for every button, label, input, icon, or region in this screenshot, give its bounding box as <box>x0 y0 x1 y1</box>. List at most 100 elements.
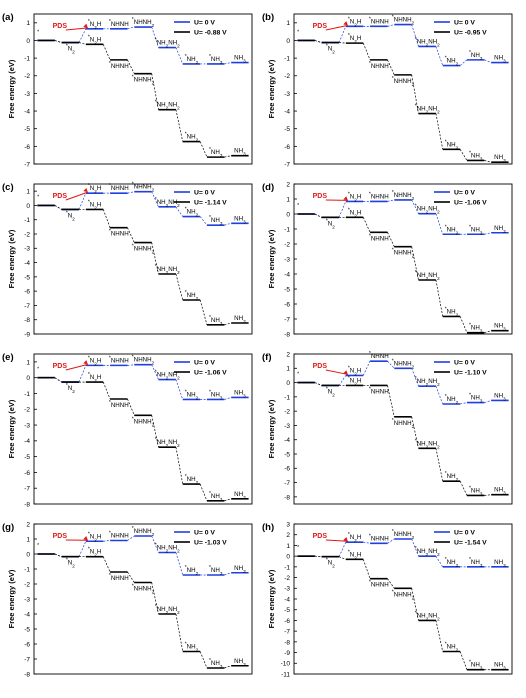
step-label: *NH2 <box>185 474 199 485</box>
chart-panel: (g) 2 1 0 -1 -2 -3 -4 -5 -6 -7 -8 Free energy (eV) * *… <box>2 521 253 678</box>
step-label-upper: *NH3 <box>209 565 223 576</box>
step-label-upper: *NH3 <box>469 50 483 61</box>
energy-connector <box>78 365 87 383</box>
legend-label-u0: U= 0 V <box>454 20 475 27</box>
y-tick-label: -8 <box>284 494 290 501</box>
energy-connector <box>459 149 468 161</box>
y-tick-label: -9 <box>24 331 30 338</box>
energy-connector <box>54 40 62 43</box>
step-label-upper: *NH2 <box>185 389 199 400</box>
pds-arrow <box>325 539 348 542</box>
energy-connector <box>435 113 444 150</box>
energy-connector <box>411 199 419 214</box>
y-tick-label: -7 <box>284 161 290 168</box>
chart-panel: (c) 1 0 -1 -2 -3 -4 -5 -6 -7 -8 -9 Free energy (eV) *… <box>2 182 253 338</box>
energy-connector <box>175 273 184 301</box>
y-tick-label: -5 <box>284 607 290 614</box>
y-tick-label: -2 <box>24 73 30 80</box>
energy-connector <box>151 191 159 208</box>
y-tick-label: -8 <box>284 639 290 646</box>
step-label: *N2 <box>326 386 335 397</box>
y-tick-label: -7 <box>24 486 30 493</box>
energy-connector <box>459 651 468 670</box>
y-tick-label: 0 <box>26 551 30 558</box>
y-axis-label: Free energy (eV) <box>7 229 16 288</box>
step-label: *NHNH <box>369 533 389 542</box>
pds-arrowhead <box>83 187 88 193</box>
step-label: *NH2NH2 <box>155 100 180 111</box>
energy-connector <box>102 556 111 573</box>
energy-connector <box>175 47 184 65</box>
energy-connector <box>199 299 208 325</box>
step-label-lower: *N2H <box>348 549 361 560</box>
step-label-lower: *NHNH2 <box>132 244 155 255</box>
y-tick-label: 1 <box>286 20 290 27</box>
y-tick-label: -8 <box>24 317 30 324</box>
step-label-upper: *NH2NH2 <box>155 197 180 208</box>
panel-label: (c) <box>2 182 14 193</box>
y-tick-label: -1 <box>284 56 290 63</box>
y-tick-label: -2 <box>284 241 290 248</box>
y-tick-label: 1 <box>286 366 290 373</box>
energy-connector <box>411 246 419 281</box>
energy-connector <box>314 382 322 386</box>
y-tick-label: -1 <box>24 217 30 224</box>
y-tick-label: 0 <box>26 203 30 210</box>
step-label-upper: *NH3 <box>469 393 483 404</box>
energy-connector <box>78 42 86 45</box>
y-tick-label: -9 <box>284 650 290 657</box>
step-label: *N2 <box>66 383 75 394</box>
pds-arrow <box>65 363 88 371</box>
y-tick-label: -3 <box>24 246 30 253</box>
energy-connector <box>484 494 492 496</box>
step-label: NH3 <box>234 148 246 157</box>
y-tick-label: 2 <box>286 532 290 539</box>
step-label-lower: *NHNH <box>369 580 389 589</box>
step-label-lower: *N2H <box>88 372 101 383</box>
energy-connector <box>127 59 135 74</box>
step-label: *NH2 <box>185 290 199 301</box>
y-tick-label: -1 <box>24 566 30 573</box>
y-tick-label: 0 <box>286 554 290 561</box>
y-tick-label: -3 <box>284 423 290 430</box>
y-tick-label: -4 <box>284 596 290 603</box>
pds-arrow <box>65 27 88 31</box>
step-label-lower: *NHNH2 <box>132 75 155 86</box>
step-label: * <box>37 194 39 200</box>
step-label-lower: *NHNH2 <box>392 418 415 429</box>
energy-connector <box>54 553 62 558</box>
y-tick-label: 0 <box>26 38 30 45</box>
y-tick-label: -3 <box>24 422 30 429</box>
step-label: * <box>37 29 39 35</box>
legend-label-u0: U= 0 V <box>454 530 475 537</box>
step-label: *NH2 <box>445 642 459 653</box>
energy-connector <box>387 24 395 27</box>
energy-connector <box>224 572 232 576</box>
step-label: *NHNH2 <box>132 17 155 28</box>
step-label-upper: NH3 <box>234 55 246 64</box>
y-axis-label: Free energy (eV) <box>267 229 276 288</box>
y-tick-label: 0 <box>286 211 290 218</box>
legend-label-u: U= -1.06 V <box>454 200 487 207</box>
step-label: *N2H <box>348 365 361 376</box>
energy-connector <box>102 44 111 61</box>
step-label: NH3 <box>494 154 506 163</box>
energy-connector <box>387 360 395 369</box>
energy-connector <box>484 330 492 333</box>
energy-connector <box>199 651 208 669</box>
chart-panel: (f) 2 1 0 -1 -2 -3 -4 -5 -6 -7 -8 Free energy (eV) * *… <box>262 351 513 505</box>
energy-connector <box>387 59 395 76</box>
step-label-lower: *NHNH <box>109 61 129 70</box>
legend-label-u: U= -1.06 V <box>194 370 227 377</box>
chart-panel: (a) 1 0 -1 -2 -3 -4 -5 -6 -7 Free energy (eV) * *N2 *… <box>2 12 253 168</box>
y-tick-label: -1 <box>284 226 290 233</box>
step-label: *N2H <box>88 355 101 366</box>
energy-connector <box>435 555 444 568</box>
legend-label-u0: U= 0 V <box>454 190 475 197</box>
pds-label: PDS <box>53 363 68 370</box>
energy-connector <box>151 535 159 553</box>
y-tick-label: -6 <box>284 144 290 151</box>
energy-connector <box>78 28 87 43</box>
step-label: *NH3 <box>469 323 483 334</box>
y-tick-label: -4 <box>284 108 290 115</box>
